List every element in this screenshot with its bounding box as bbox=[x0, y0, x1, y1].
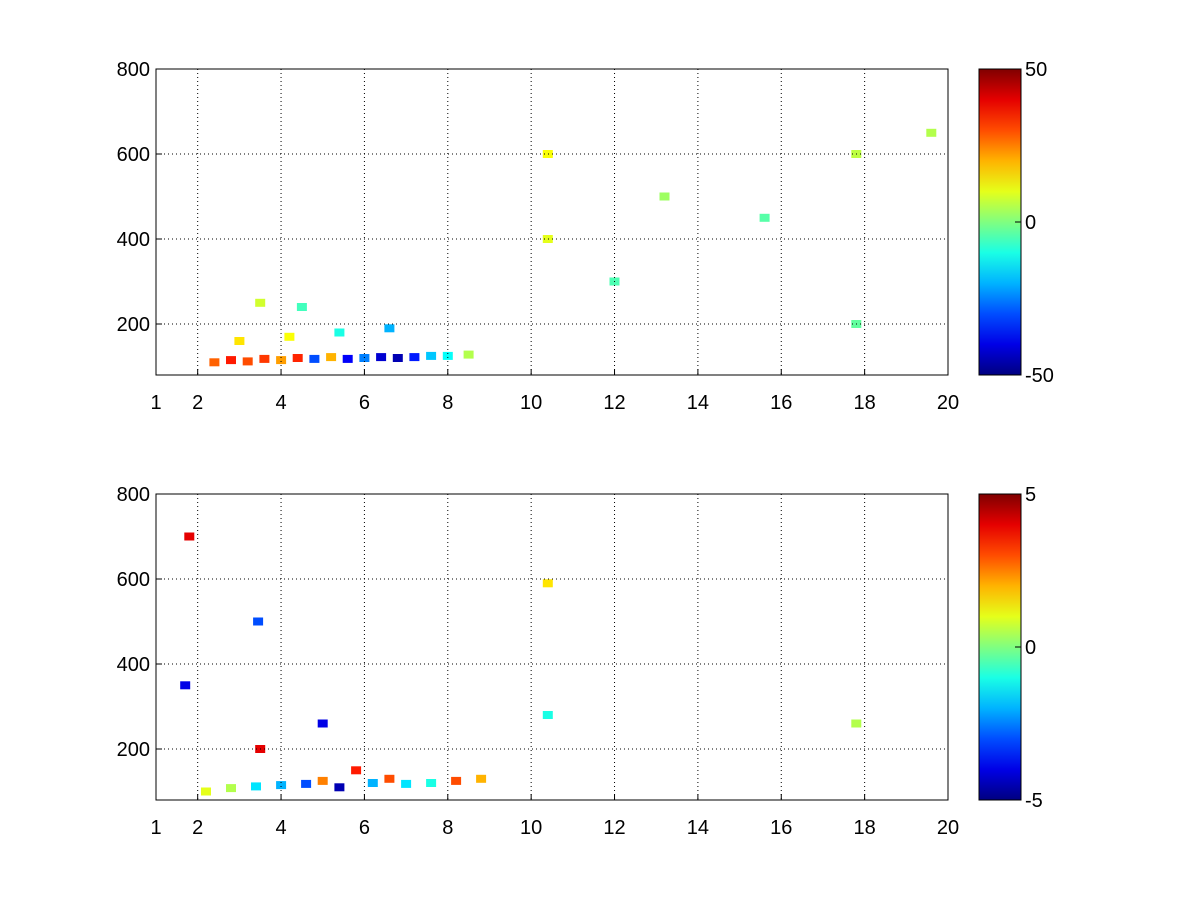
heatmap-cell bbox=[284, 332, 295, 341]
x-tick-label: 8 bbox=[442, 817, 453, 839]
heatmap-cell bbox=[276, 356, 287, 365]
x-tick-label: 4 bbox=[275, 392, 286, 414]
x-tick-label: 14 bbox=[687, 817, 709, 839]
heatmap-cell bbox=[451, 776, 462, 785]
heatmap-cell bbox=[276, 781, 287, 790]
heatmap-cell bbox=[542, 235, 553, 243]
heatmap-cell bbox=[367, 779, 378, 787]
x-tick-label: 16 bbox=[770, 817, 792, 839]
heatmap-cell bbox=[180, 681, 191, 690]
colorbar-tick-label: 0 bbox=[1025, 637, 1036, 659]
x-tick-label: 6 bbox=[359, 817, 370, 839]
heatmap-cell bbox=[234, 337, 245, 345]
x-tick-label: 18 bbox=[854, 392, 876, 414]
heatmap-cell bbox=[292, 354, 303, 362]
heatmap-cell bbox=[463, 350, 474, 359]
heatmap-cell bbox=[226, 356, 236, 365]
x-tick-label: 2 bbox=[192, 817, 203, 839]
heatmap-cell bbox=[317, 719, 328, 728]
x-tick-label: 1 bbox=[150, 817, 161, 839]
heatmap-cell bbox=[253, 617, 264, 626]
heatmap-cell bbox=[542, 711, 553, 719]
heatmap-cell bbox=[426, 351, 437, 360]
heatmap-cell bbox=[476, 774, 487, 783]
colorbar-tick-label: 0 bbox=[1025, 212, 1036, 234]
heatmap-cell bbox=[334, 783, 345, 792]
heatmap-cell bbox=[401, 779, 412, 788]
x-tick-label: 20 bbox=[937, 392, 959, 414]
plot-frame bbox=[155, 68, 949, 376]
x-tick-label: 18 bbox=[854, 817, 876, 839]
heatmap-cell bbox=[409, 353, 420, 362]
heatmap-cell bbox=[226, 784, 236, 793]
heatmap-cell bbox=[334, 328, 345, 337]
heatmap-cell bbox=[255, 298, 266, 307]
x-tick-label: 10 bbox=[520, 817, 542, 839]
heatmap-cell bbox=[376, 353, 387, 362]
x-tick-label: 12 bbox=[603, 392, 625, 414]
heatmap-cell bbox=[242, 357, 253, 366]
heatmap-cell bbox=[851, 719, 862, 728]
x-tick-label: 16 bbox=[770, 392, 792, 414]
y-tick-label: 200 bbox=[117, 314, 150, 336]
heatmap-cell bbox=[759, 213, 770, 222]
heatmap-cell bbox=[326, 353, 337, 362]
plot-frame bbox=[155, 493, 949, 801]
y-tick-label: 400 bbox=[117, 229, 150, 251]
heatmap-cell bbox=[251, 782, 261, 791]
heatmap-cell bbox=[392, 354, 403, 362]
heatmap-cell bbox=[542, 579, 553, 588]
y-tick-label: 600 bbox=[117, 144, 150, 166]
heatmap-cell bbox=[317, 776, 328, 785]
x-tick-label: 1 bbox=[150, 392, 161, 414]
heatmap-cell bbox=[542, 150, 553, 158]
heatmap-cell bbox=[384, 324, 395, 333]
heatmap-cell bbox=[659, 192, 670, 201]
heatmap-cell bbox=[442, 351, 453, 360]
grid-lines bbox=[156, 494, 948, 800]
heatmap-cell bbox=[301, 779, 312, 788]
heatmap-cell bbox=[426, 779, 437, 787]
x-tick-label: 2 bbox=[192, 392, 203, 414]
heatmap-cell bbox=[209, 358, 220, 367]
colorbar-tick-label: 5 bbox=[1025, 484, 1036, 506]
heatmap-cell bbox=[926, 128, 937, 137]
x-tick-label: 10 bbox=[520, 392, 542, 414]
y-tick-label: 400 bbox=[117, 654, 150, 676]
y-tick-label: 200 bbox=[117, 739, 150, 761]
x-tick-label: 14 bbox=[687, 392, 709, 414]
x-tick-label: 8 bbox=[442, 392, 453, 414]
plot-area bbox=[156, 494, 948, 800]
heatmap-cell bbox=[309, 354, 320, 363]
colorbar-tick-label: -50 bbox=[1025, 365, 1054, 387]
x-tick-label: 12 bbox=[603, 817, 625, 839]
heatmap-cell bbox=[184, 532, 195, 541]
heatmap-cell bbox=[351, 766, 362, 775]
y-tick-label: 600 bbox=[117, 569, 150, 591]
colorbar bbox=[978, 493, 1022, 801]
x-tick-label: 4 bbox=[275, 817, 286, 839]
y-tick-label: 800 bbox=[117, 59, 150, 81]
heatmap-cell bbox=[342, 354, 353, 363]
colorbar bbox=[978, 68, 1022, 376]
heatmap-cell bbox=[201, 787, 211, 796]
colorbar-tick-label: 50 bbox=[1025, 59, 1047, 81]
heatmap-cell bbox=[296, 303, 307, 311]
y-tick-label: 800 bbox=[117, 484, 150, 506]
x-tick-label: 6 bbox=[359, 392, 370, 414]
plot-area bbox=[156, 69, 948, 375]
colorbar-tick-label: -5 bbox=[1025, 790, 1043, 812]
x-tick-label: 20 bbox=[937, 817, 959, 839]
grid-lines bbox=[156, 69, 948, 375]
heatmap-cell bbox=[384, 774, 395, 783]
heatmap-cell bbox=[259, 354, 270, 363]
